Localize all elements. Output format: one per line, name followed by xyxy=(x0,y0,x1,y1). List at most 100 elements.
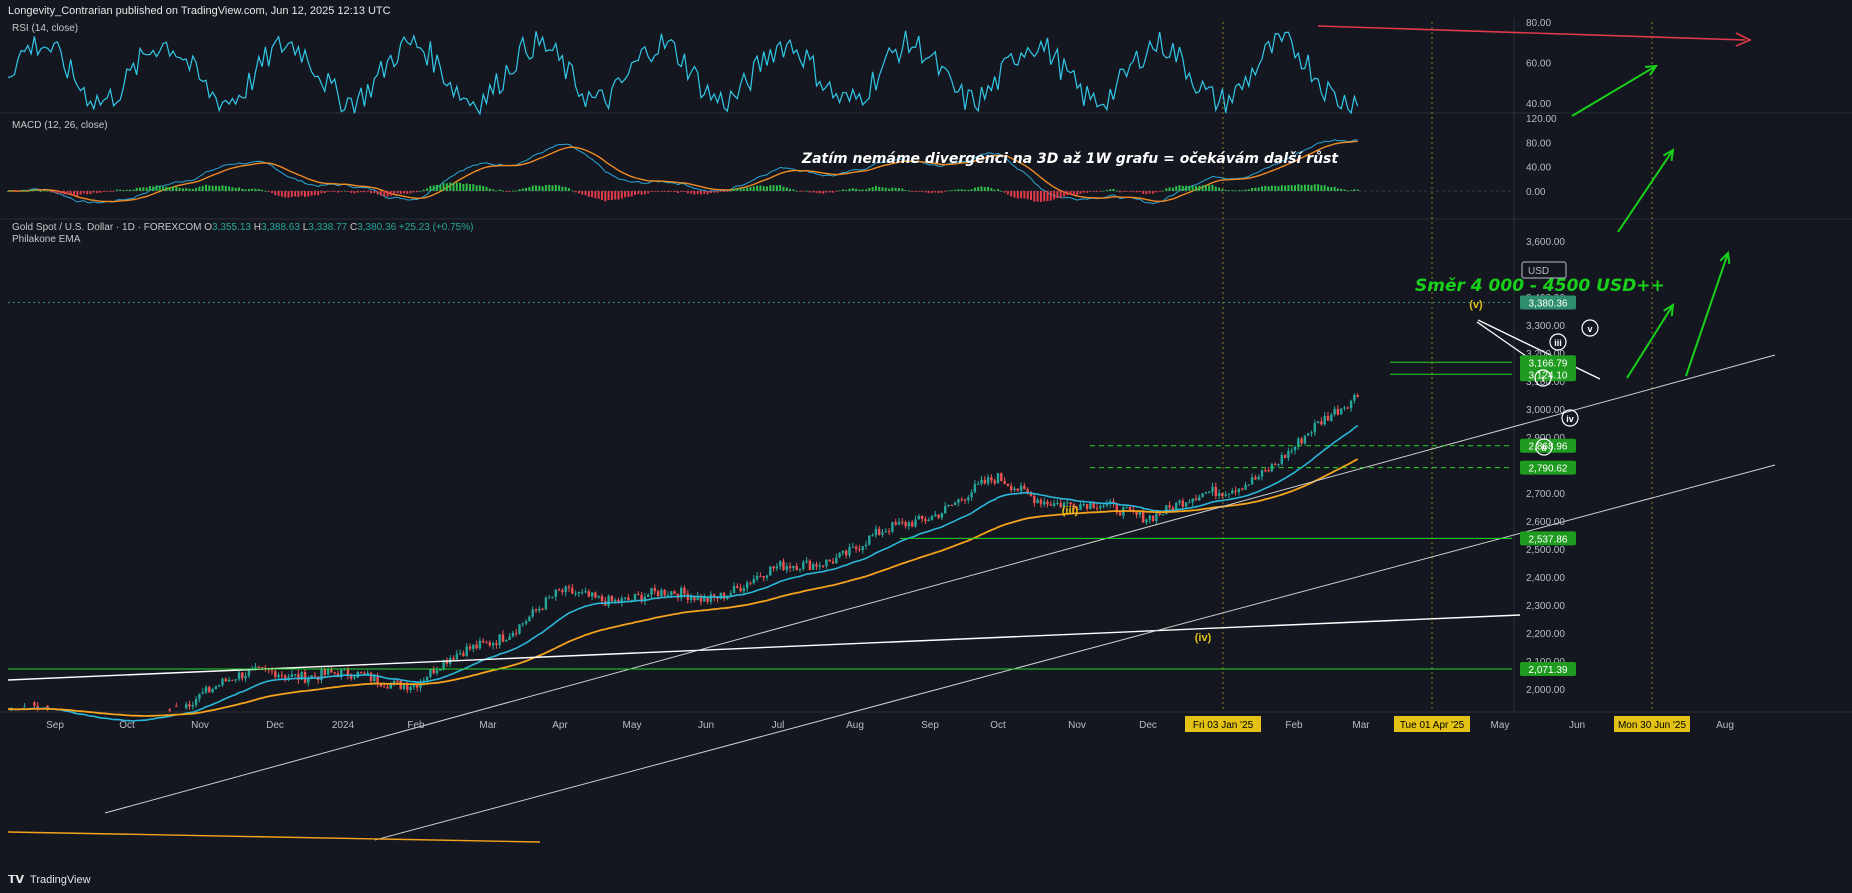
macd-histogram-bar xyxy=(541,186,544,191)
price-tick: 3,300.00 xyxy=(1526,321,1565,332)
candle-body xyxy=(1254,477,1257,480)
candle-body xyxy=(1267,470,1270,472)
macd-histogram-bar xyxy=(231,187,234,191)
wave-label: v xyxy=(1587,324,1592,334)
macd-histogram-bar xyxy=(1046,191,1049,202)
macd-histogram-bar xyxy=(99,191,102,193)
macd-histogram-bar xyxy=(333,191,336,192)
candle-body xyxy=(1237,488,1241,492)
macd-histogram-bar xyxy=(1231,190,1234,191)
macd-histogram-bar xyxy=(33,189,36,191)
candle-body xyxy=(1283,455,1287,459)
candle-body xyxy=(894,522,897,525)
rsi-pane-label: RSI (14, close) xyxy=(12,23,78,34)
candle-body xyxy=(947,504,950,507)
macd-histogram-bar xyxy=(973,187,976,191)
macd-histogram-bar xyxy=(990,188,993,191)
macd-histogram-bar xyxy=(561,186,564,191)
macd-histogram-bar xyxy=(366,191,369,192)
candle-body xyxy=(501,634,505,642)
macd-histogram-bar xyxy=(181,188,184,191)
candle-body xyxy=(749,582,752,584)
macd-histogram-bar xyxy=(211,185,214,191)
candle-body xyxy=(1072,504,1076,509)
price-badge-label: 2,868.96 xyxy=(1529,442,1568,453)
macd-histogram-bar xyxy=(1317,184,1320,191)
candle-body xyxy=(227,679,231,682)
candle-body xyxy=(478,640,482,649)
macd-histogram-bar xyxy=(584,191,587,196)
candle-body xyxy=(313,675,317,677)
macd-histogram-bar xyxy=(241,188,244,191)
macd-histogram-bar xyxy=(544,185,547,191)
candle-body xyxy=(571,587,574,594)
candle-body xyxy=(1003,481,1006,484)
candle-body xyxy=(1274,464,1277,466)
macd-histogram-bar xyxy=(1264,185,1267,191)
candle-body xyxy=(1231,490,1234,494)
candle-body xyxy=(379,683,383,687)
macd-histogram-bar xyxy=(257,189,260,191)
candle-body xyxy=(897,521,901,525)
macd-histogram-bar xyxy=(340,191,343,192)
candle-body xyxy=(326,669,330,675)
candle-body xyxy=(831,561,835,564)
macd-histogram-bar xyxy=(13,191,16,192)
macd-histogram-bar xyxy=(970,189,973,191)
macd-histogram-bar xyxy=(703,191,706,194)
macd-histogram-bar xyxy=(518,189,521,191)
candle-body xyxy=(584,591,587,593)
candle-body xyxy=(234,679,237,681)
macd-histogram-bar xyxy=(1280,185,1283,191)
candle-body xyxy=(452,658,455,660)
candle-body xyxy=(1023,485,1026,490)
candle-body xyxy=(788,566,792,568)
time-label: Jun xyxy=(1569,720,1585,731)
macd-histogram-bar xyxy=(1056,191,1059,199)
candle-body xyxy=(468,646,472,649)
candle-body xyxy=(848,547,851,556)
macd-histogram-bar xyxy=(7,191,9,192)
trend-line xyxy=(7,614,1521,681)
macd-histogram-bar xyxy=(723,191,726,192)
price-tick: 2,000.00 xyxy=(1526,685,1565,696)
macd-histogram-bar xyxy=(432,185,435,191)
macd-histogram-bar xyxy=(172,186,174,191)
macd-histogram-bar xyxy=(125,189,128,191)
wave-circle-icon xyxy=(1561,409,1579,427)
macd-histogram-bar xyxy=(148,185,151,191)
macd-histogram-bar xyxy=(399,191,402,194)
macd-histogram-bar xyxy=(564,187,567,191)
macd-histogram-bar xyxy=(393,191,396,195)
macd-histogram-bar xyxy=(835,191,838,192)
macd-histogram-bar xyxy=(280,191,283,197)
macd-histogram-bar xyxy=(1158,191,1161,192)
macd-histogram-bar xyxy=(455,182,458,191)
macd-histogram-bar xyxy=(373,191,376,194)
candle-body xyxy=(194,699,198,706)
candle-body xyxy=(1330,414,1333,421)
candle-body xyxy=(1029,493,1033,496)
candle-body xyxy=(887,531,891,533)
candle-body xyxy=(1257,476,1260,480)
macd-histogram-bar xyxy=(429,185,432,191)
macd-histogram-bar xyxy=(1343,189,1346,191)
macd-histogram-bar xyxy=(109,191,112,192)
candle-body xyxy=(967,497,970,501)
macd-histogram-bar xyxy=(848,188,851,191)
candle-body xyxy=(1056,502,1059,504)
price-badge-label: 3,124.10 xyxy=(1529,370,1568,381)
candle-body xyxy=(1191,498,1194,503)
macd-histogram-bar xyxy=(1356,189,1359,191)
macd-histogram-bar xyxy=(1089,191,1092,192)
macd-histogram-bar xyxy=(224,185,227,191)
macd-tick: 0.00 xyxy=(1526,187,1546,198)
candle-body xyxy=(1118,512,1122,516)
arrow-head-icon xyxy=(1663,303,1675,317)
ohlc-key: C xyxy=(347,222,357,233)
wave-circle-icon xyxy=(1581,319,1599,337)
macd-histogram-bar xyxy=(1086,191,1089,193)
candle-body xyxy=(498,634,501,645)
macd-histogram-bar xyxy=(294,191,297,197)
